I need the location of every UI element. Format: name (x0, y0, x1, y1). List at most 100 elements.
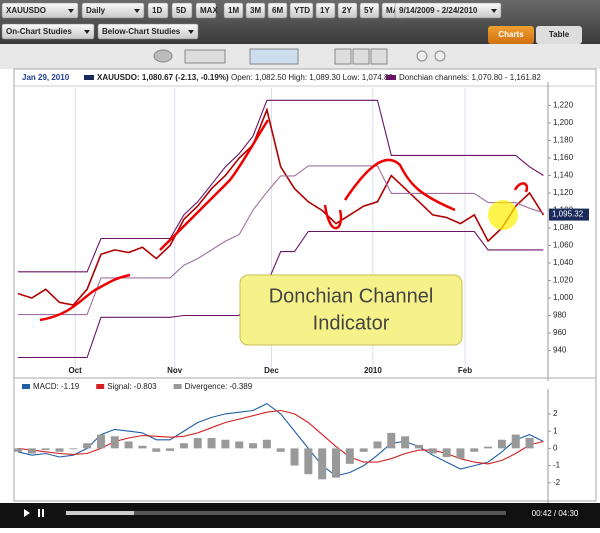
y-tick-label: 1 (553, 426, 558, 435)
histogram-bar (110, 436, 119, 449)
dropdown-arrow (491, 9, 497, 13)
donchian-swatch (386, 75, 396, 80)
y-tick-label: 1,160 (553, 153, 574, 162)
y-tick-label: 1,020 (553, 276, 574, 285)
dropdown-arrow (68, 9, 74, 13)
x-tick-label: Dec (264, 366, 279, 375)
interval-select[interactable] (81, 2, 145, 19)
hand-annotation (39, 119, 529, 322)
histogram-bar (359, 448, 368, 452)
info-quote: XAUUSDO: 1,080.67 (-2.13, -0.19%) (97, 73, 229, 82)
range-button[interactable] (315, 2, 336, 19)
y-tick-label: 1,080 (553, 223, 574, 232)
series-line (18, 99, 544, 273)
range-button[interactable] (245, 2, 266, 19)
pause-button (42, 509, 44, 517)
range-button-label: 2Y (342, 6, 352, 15)
x-tick-label: Nov (167, 366, 183, 375)
series-line (18, 230, 544, 359)
range-button[interactable] (195, 2, 217, 19)
histogram-bar (318, 448, 327, 480)
range-button-label: 1M (228, 6, 239, 15)
histogram-bar (124, 441, 133, 449)
range-button-label: 5Y (364, 6, 374, 15)
date-range-select-label: 9/14/2009 - 2/24/2010 (399, 6, 478, 15)
histogram-bar (249, 443, 258, 449)
range-button-label: YTD (294, 6, 310, 15)
legend-swatch (173, 384, 182, 389)
studies-select[interactable] (97, 23, 199, 40)
range-button[interactable] (267, 2, 288, 19)
y-tick-label: 1,040 (553, 258, 574, 267)
last-price-label: 1,095.32 (552, 210, 584, 219)
histogram-bar (276, 448, 285, 452)
price-chart: 9409609801,0001,0201,0401,0601,0801,1001… (14, 82, 596, 381)
studies-select-label: On-Chart Studies (6, 27, 72, 36)
histogram-bar (484, 446, 493, 449)
tab-label: Charts (498, 30, 524, 39)
range-button[interactable] (359, 2, 380, 19)
symbol-select-label: XAUUSDO (6, 6, 46, 15)
range-button[interactable] (171, 2, 193, 19)
histogram-bar (525, 438, 534, 449)
play-button[interactable] (24, 509, 30, 517)
histogram-bar (152, 448, 161, 452)
histogram-bar (193, 438, 202, 449)
range-button[interactable] (337, 2, 358, 19)
last-price-tag (549, 208, 589, 221)
date-range-select[interactable] (394, 2, 502, 19)
y-tick-label: 0 (553, 443, 558, 452)
y-tick-label: 980 (553, 311, 567, 320)
histogram-bar (179, 443, 188, 449)
range-button[interactable] (223, 2, 244, 19)
histogram-bar (69, 448, 78, 450)
studies-select[interactable] (1, 23, 95, 40)
icon-bar (0, 44, 600, 69)
range-button-label: 1Y (320, 6, 330, 15)
y-tick-label: 1,220 (553, 101, 574, 110)
series-line (17, 402, 544, 477)
histogram-bar (401, 436, 410, 449)
histogram-bar (414, 444, 423, 449)
range-button-label: MAX (200, 6, 218, 15)
progress-track[interactable] (66, 511, 506, 515)
x-tick-label: Oct (68, 366, 82, 375)
histogram-bar (207, 438, 216, 449)
series-line (17, 107, 545, 306)
y-tick-label: 960 (553, 328, 567, 337)
annotation-text: Donchian Channel (269, 285, 434, 307)
y-tick-label: 1,140 (553, 171, 574, 180)
histogram-bar (41, 448, 50, 451)
histogram-bar (332, 448, 340, 478)
symbol-select[interactable] (1, 2, 79, 19)
histogram-bar (138, 445, 147, 449)
dropdown-arrow (188, 30, 194, 34)
range-button-label: 1D (152, 6, 162, 15)
tab[interactable] (536, 26, 582, 44)
histogram-bar (387, 432, 396, 449)
x-tick-label: 2010 (364, 366, 382, 375)
studies-select-label: Below-Chart Studies (102, 27, 181, 36)
range-button[interactable] (147, 2, 169, 19)
legend-label: MACD: -1.19 (33, 382, 80, 391)
annotation-box (239, 274, 463, 346)
macd-chart: 2 1 0 -1 -2 MACD: -1.19 Signal: -0.803 Divergen… (14, 382, 561, 506)
histogram-bar (27, 448, 36, 454)
series-line (17, 409, 544, 465)
histogram-bar (166, 448, 175, 451)
y-tick-label: 1,000 (553, 293, 574, 302)
y-tick-label: 1,120 (553, 188, 574, 197)
tab[interactable] (488, 26, 534, 44)
pause-button[interactable] (38, 509, 40, 517)
y-tick-label: -1 (553, 461, 561, 470)
range-button-label: 5D (176, 6, 186, 15)
histogram-bar (345, 448, 354, 464)
histogram-bar (221, 439, 230, 449)
toolbar-controls: XAUUSDODaily1D5DMAX1M3M6MYTD1Y2Y5YMAX9/1… (1, 2, 582, 44)
x-tick-label: Feb (458, 366, 472, 375)
range-button[interactable] (289, 2, 314, 19)
range-button-label: 3M (250, 6, 261, 15)
